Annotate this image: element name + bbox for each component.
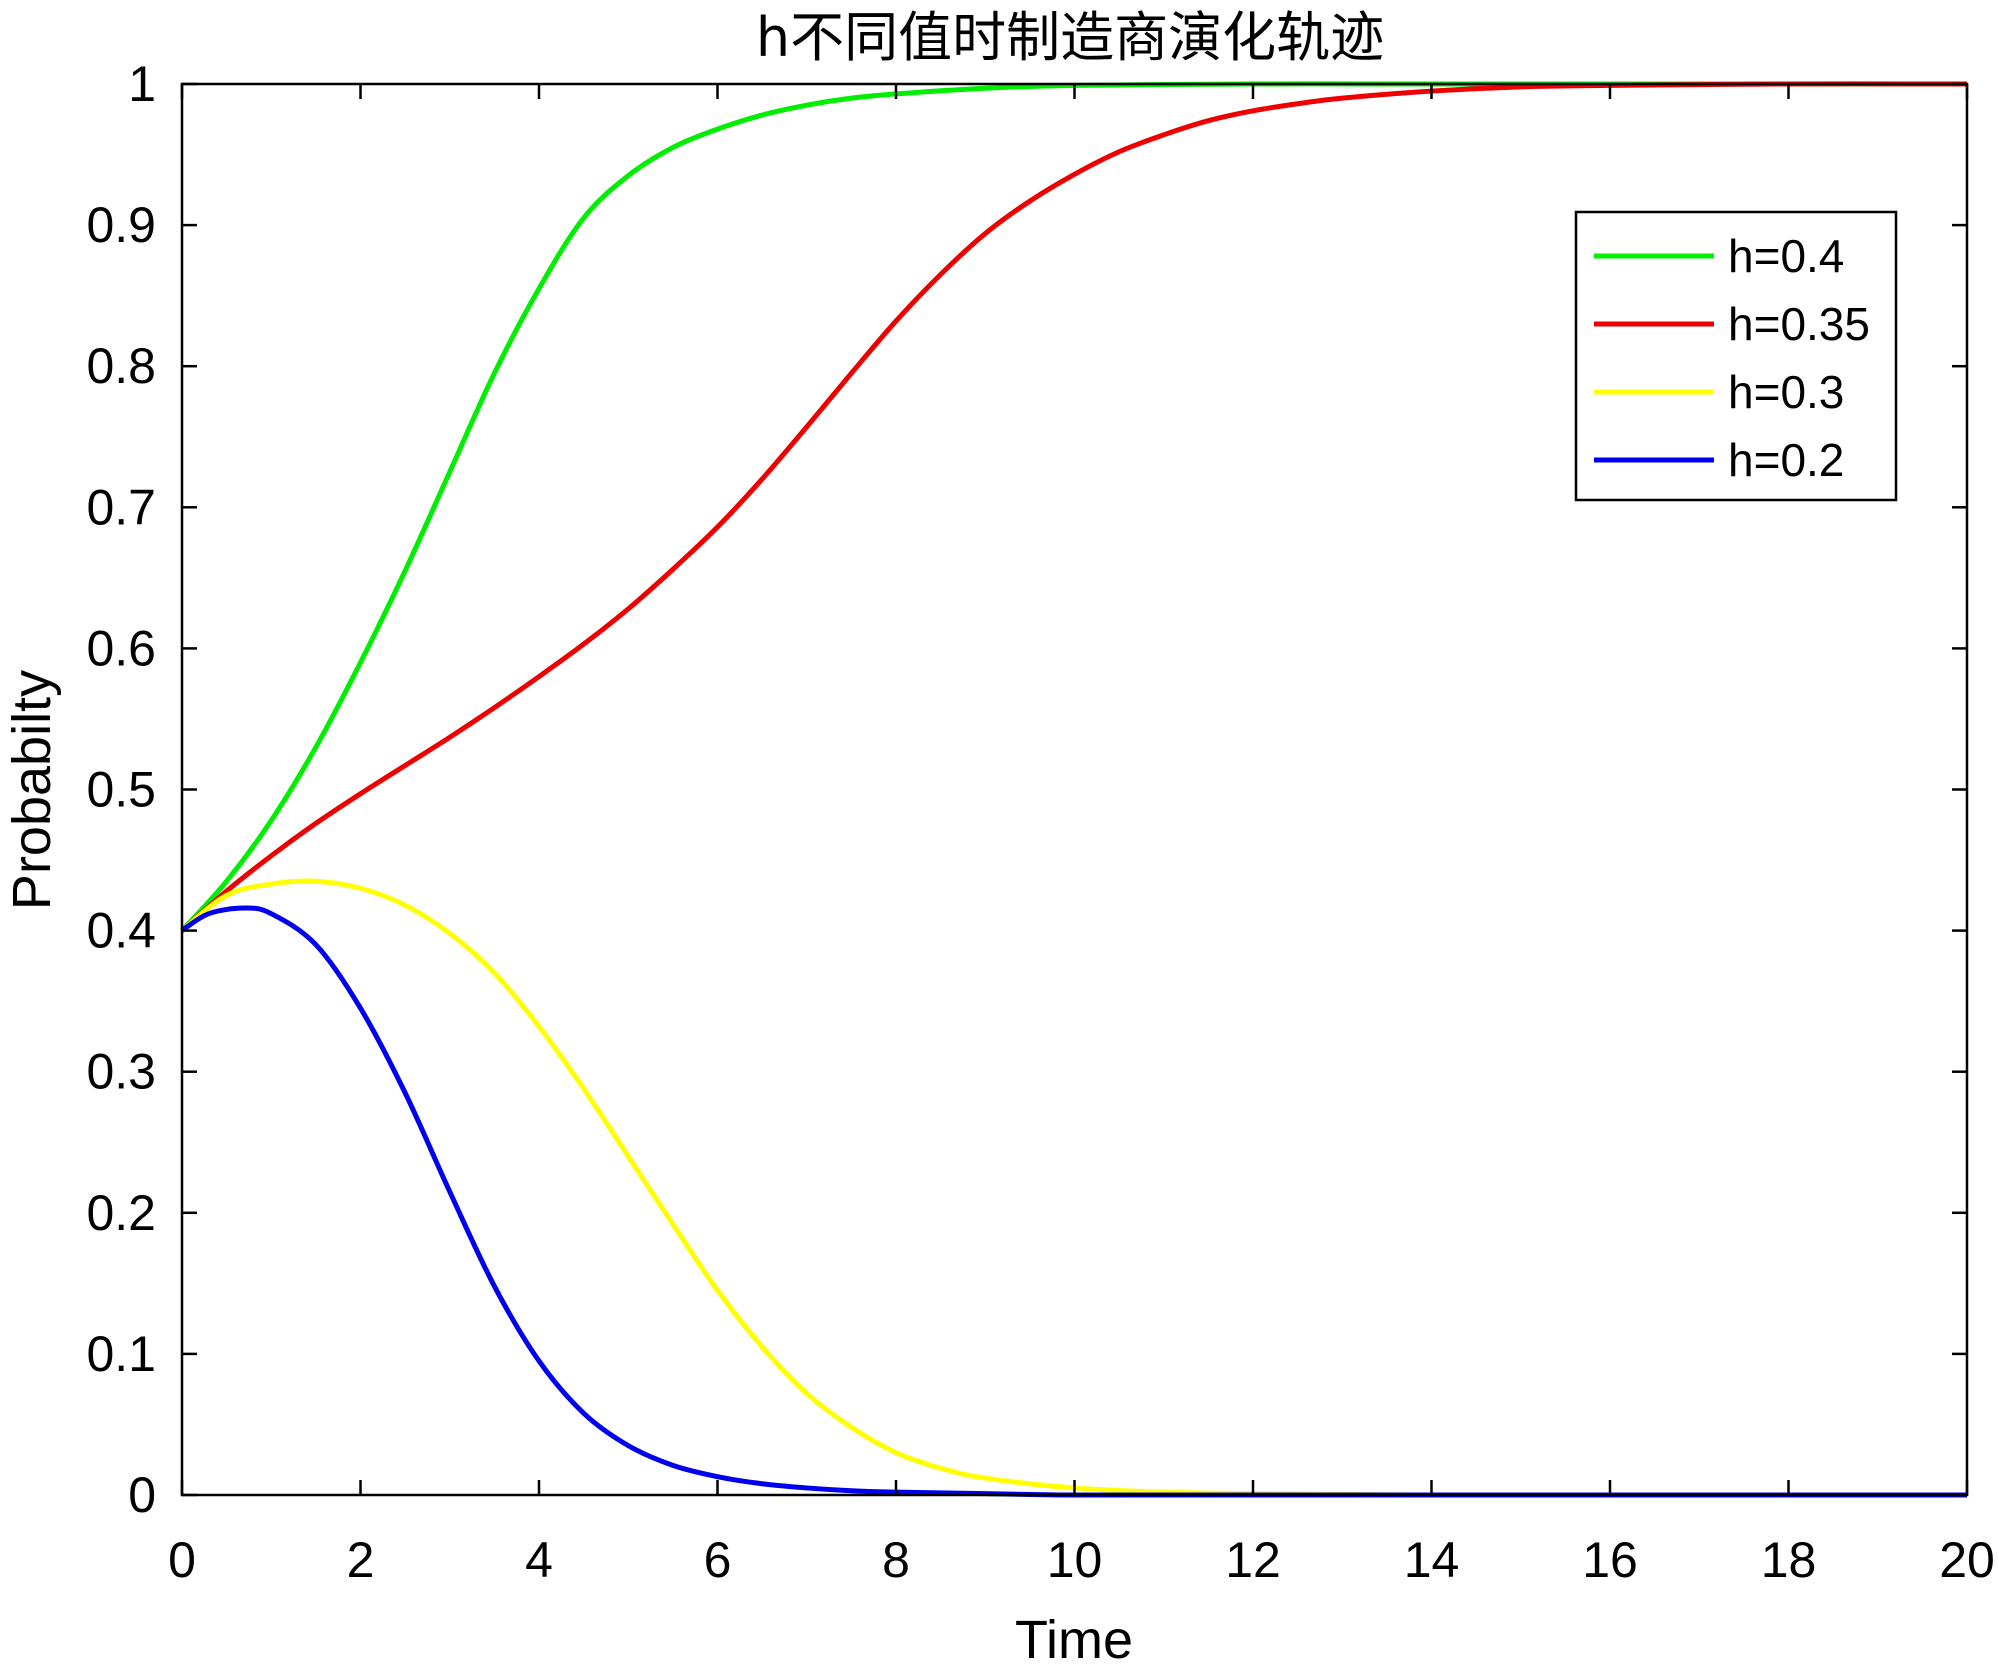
x-tick-label: 8	[882, 1532, 910, 1588]
x-tick-label: 12	[1225, 1532, 1281, 1588]
legend-label: h=0.4	[1728, 230, 1844, 282]
chart-title: h不同值时制造商演化轨迹	[756, 6, 1384, 69]
y-tick-label: 0	[128, 1467, 156, 1523]
y-tick-label: 0.9	[86, 197, 156, 253]
y-tick-label: 0.3	[86, 1044, 156, 1100]
x-tick-label: 18	[1761, 1532, 1817, 1588]
y-tick-label: 0.4	[86, 903, 156, 959]
y-tick-label: 0.6	[86, 620, 156, 676]
y-tick-label: 1	[128, 56, 156, 112]
x-tick-label: 0	[168, 1532, 196, 1588]
legend-label: h=0.3	[1728, 366, 1844, 418]
legend-label: h=0.35	[1728, 298, 1870, 350]
x-tick-label: 20	[1939, 1532, 1995, 1588]
tick-layer: 0 2 4 6 8 10 12 14 16 18 20 0 0.1 0.2 0.3 0.4 0.5 0.6 0.7 0…	[86, 56, 1994, 1588]
legend-label: h=0.2	[1728, 434, 1844, 486]
x-tick-label: 14	[1404, 1532, 1460, 1588]
x-tick-label: 16	[1582, 1532, 1638, 1588]
y-tick-label: 0.5	[86, 762, 156, 818]
x-axis-title: Time	[1015, 1610, 1133, 1666]
x-tick-label: 4	[525, 1532, 553, 1588]
y-tick-label: 0.1	[86, 1326, 156, 1382]
legend: h=0.4 h=0.35 h=0.3 h=0.2	[1574, 210, 1898, 502]
legend-box	[1574, 210, 1898, 502]
y-tick-label: 0.8	[86, 338, 156, 394]
x-tick-label: 6	[704, 1532, 732, 1588]
y-tick-label: 0.7	[86, 479, 156, 535]
y-tick-label: 0.2	[86, 1185, 156, 1241]
x-tick-label: 10	[1047, 1532, 1103, 1588]
y-axis-title: Probabilty	[2, 670, 62, 910]
x-tick-label: 2	[347, 1532, 375, 1588]
